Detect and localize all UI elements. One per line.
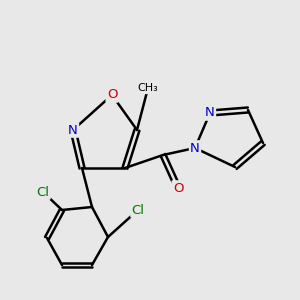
Text: Cl: Cl [131,203,145,217]
Text: N: N [68,124,78,136]
Text: N: N [205,106,215,119]
Text: N: N [190,142,200,154]
Text: CH₃: CH₃ [138,83,158,93]
Text: Cl: Cl [37,185,50,199]
Text: O: O [107,88,117,101]
Text: O: O [173,182,183,194]
